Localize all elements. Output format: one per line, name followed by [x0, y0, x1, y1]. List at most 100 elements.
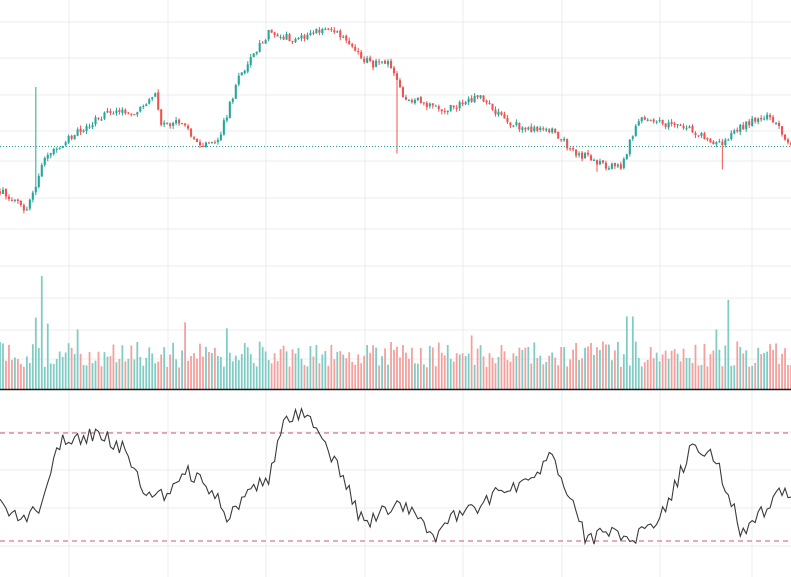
candle-body	[384, 60, 387, 64]
candle-body	[255, 51, 258, 54]
candle-body	[169, 123, 172, 127]
volume-bar	[196, 358, 198, 389]
candle-body	[252, 53, 255, 58]
oscillator-line	[0, 406, 791, 546]
candle-body	[139, 106, 142, 112]
volume-bar	[518, 347, 521, 389]
volume-bar	[658, 361, 661, 389]
volume-bar	[28, 362, 31, 389]
candle-body	[607, 168, 610, 170]
candle-body	[315, 28, 318, 34]
candle-body	[691, 125, 694, 133]
volume-bar	[599, 350, 601, 389]
volume-bar	[569, 359, 572, 389]
candle-body	[446, 110, 449, 113]
candle-body	[175, 120, 178, 124]
candle-body	[82, 130, 85, 132]
volume-bar	[306, 366, 309, 389]
volume-bar	[366, 345, 369, 389]
volume-bar	[121, 345, 124, 389]
volume-bar	[25, 356, 28, 389]
candle-body	[682, 125, 685, 129]
candle-body	[309, 33, 312, 35]
volume-bar	[637, 357, 640, 389]
volume-bar	[142, 365, 145, 389]
candle-body	[372, 60, 375, 68]
candle-body	[378, 61, 381, 63]
volume-bar	[443, 355, 446, 389]
candle-body	[655, 121, 658, 123]
volume-bar	[214, 347, 216, 389]
volume-bar	[593, 354, 595, 389]
candle-body	[775, 122, 778, 124]
candle-body	[195, 138, 199, 142]
candle-body	[473, 96, 476, 103]
candle-body	[201, 145, 205, 147]
candle-body	[601, 160, 604, 163]
candle-body	[73, 135, 76, 140]
volume-bar	[219, 357, 222, 389]
volume-bar	[46, 323, 49, 389]
candle-body	[401, 87, 405, 97]
volume-bar	[61, 357, 64, 389]
volume-bar	[778, 363, 780, 389]
volume-bar	[58, 351, 61, 389]
volume-bar	[742, 353, 745, 389]
candle-body	[721, 141, 724, 145]
candle-body	[166, 122, 169, 124]
volume-bar	[351, 361, 354, 389]
volume-bar	[485, 366, 488, 389]
volume-bar	[127, 358, 130, 389]
volume-bar	[76, 329, 79, 389]
volume-bar	[572, 349, 574, 389]
candle-body	[64, 142, 67, 146]
candle-body	[43, 157, 46, 165]
candle-body	[273, 32, 276, 36]
volume-bar	[303, 365, 306, 389]
candle-body	[276, 34, 279, 37]
candle-body	[342, 36, 345, 38]
candle-body	[503, 114, 506, 119]
volume-bar	[387, 364, 389, 389]
volume-bar	[339, 351, 342, 389]
candle-body	[231, 98, 234, 102]
candle-body	[291, 41, 294, 43]
candle-body	[142, 106, 145, 108]
volume-bar	[539, 355, 542, 389]
candle-body	[563, 138, 566, 141]
volume-bar	[145, 357, 148, 389]
candle-body	[19, 200, 22, 206]
candle-body	[112, 113, 115, 115]
candle-body	[22, 205, 25, 211]
candle-body	[46, 155, 49, 159]
candle-body	[530, 126, 533, 132]
volume-bar	[781, 353, 783, 389]
candle-body	[766, 114, 769, 120]
candle-body	[592, 159, 596, 161]
volume-bar	[354, 364, 357, 389]
candle-body	[97, 117, 100, 119]
volume-bar	[309, 346, 312, 389]
volume-bar	[416, 363, 419, 389]
volume-bar	[166, 366, 169, 389]
volume-bar	[628, 365, 631, 389]
volume-bar	[521, 349, 524, 389]
volume-bar	[324, 351, 327, 389]
candle-body	[694, 132, 697, 135]
candle-body	[521, 127, 524, 131]
volume-bar	[458, 354, 461, 389]
volume-bar	[422, 364, 425, 389]
volume-bar	[11, 359, 13, 389]
volume-bar	[425, 367, 428, 389]
candle-body	[598, 160, 602, 165]
candle-body	[622, 158, 625, 169]
volume-bar	[205, 346, 207, 389]
volume-bar	[181, 350, 183, 389]
candle-body	[410, 100, 413, 103]
volume-bar	[440, 352, 443, 389]
volume-bar	[19, 364, 22, 389]
candle-body	[434, 105, 437, 107]
candle-body	[127, 112, 130, 114]
candle-body	[440, 109, 443, 112]
